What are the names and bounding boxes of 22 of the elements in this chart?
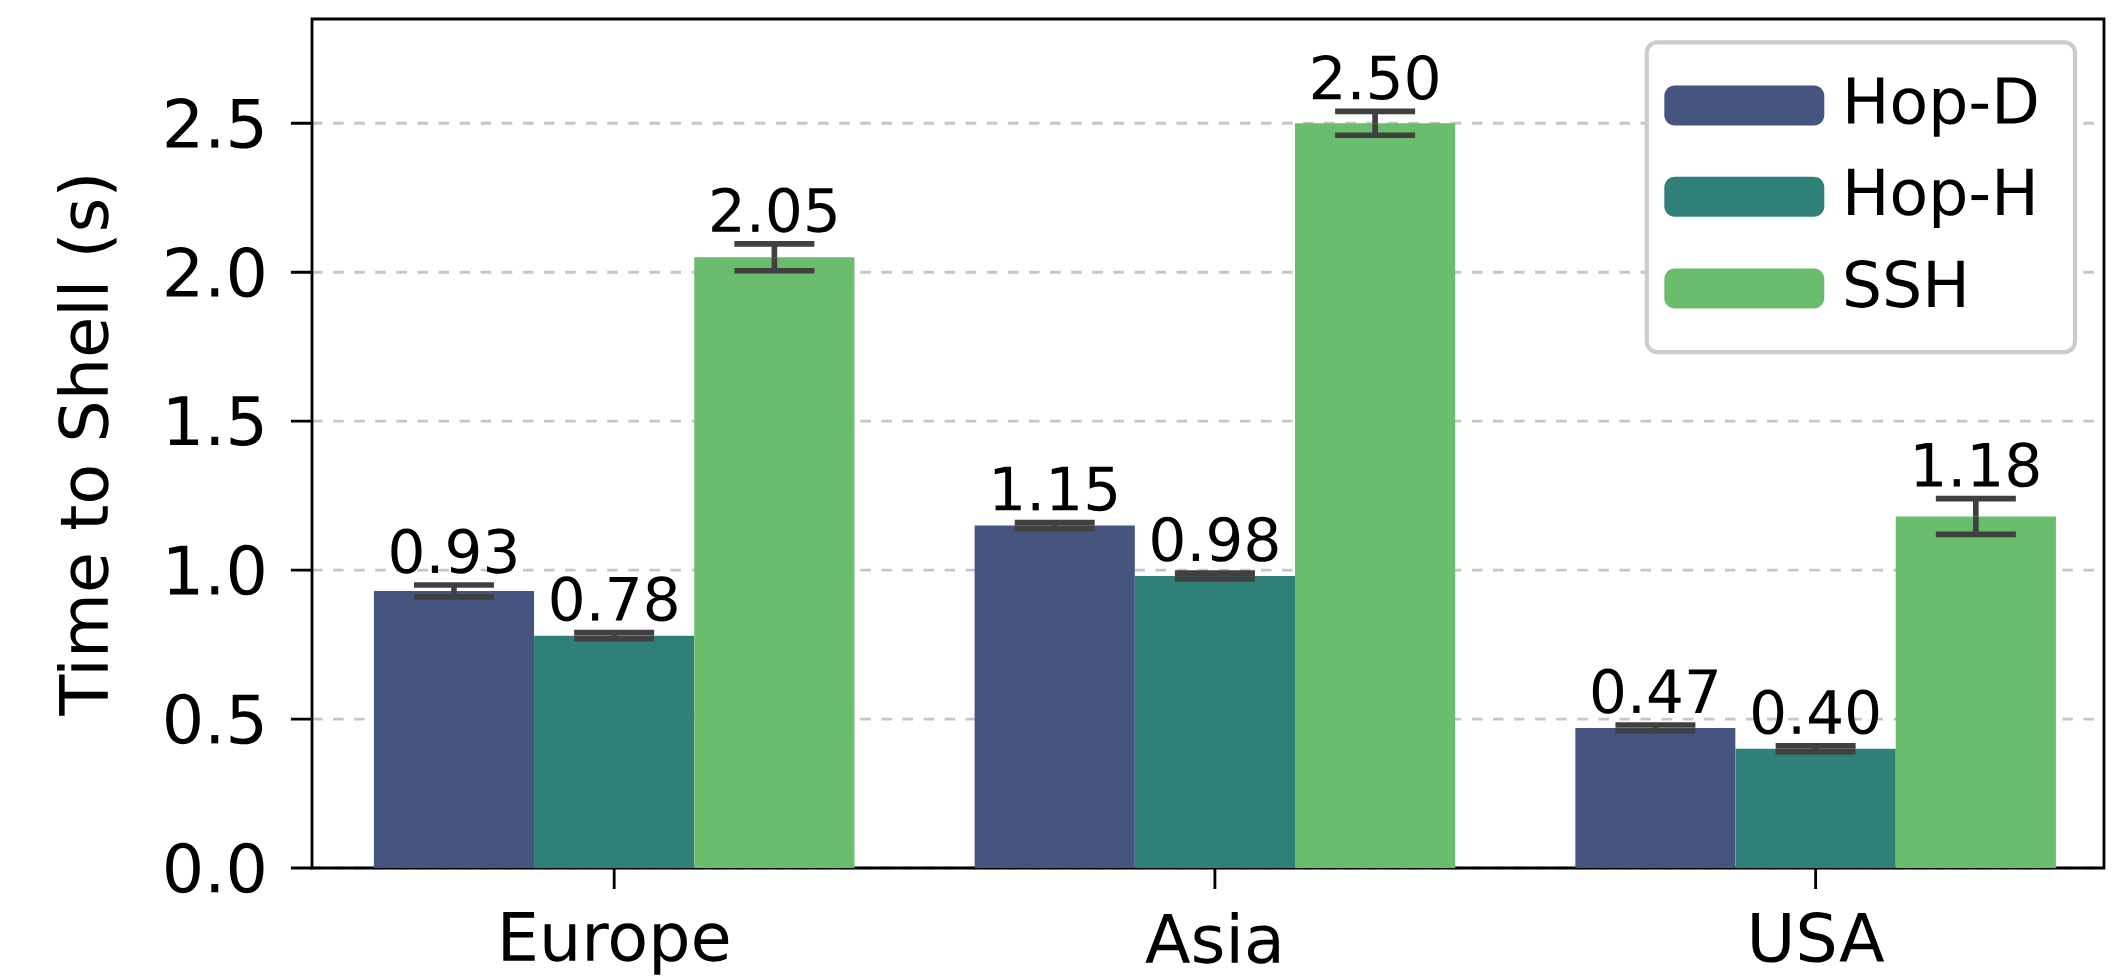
data-label: 0.93 (391, 528, 516, 574)
data-label: 1.18 (1915, 442, 2039, 488)
data-label: 0.40 (1753, 689, 1879, 735)
x-tick-label: Europe (503, 912, 729, 975)
y-tick-label: 0.0 (166, 842, 264, 894)
data-label: 0.98 (1152, 516, 1278, 562)
legend-label: Hop-H (1848, 168, 2033, 229)
y-tick-label: 2.0 (166, 246, 264, 298)
y-tick-label: 0.5 (166, 693, 263, 745)
x-tick-label: Asia (1145, 912, 1279, 964)
legend-label: Hop-D (1848, 77, 2037, 137)
x-tick-label: USA (1752, 912, 1885, 963)
data-label: 1.15 (994, 466, 1116, 512)
y-axis-title: Time to Shell (s) (57, 177, 117, 716)
y-tick-label: 1.0 (169, 544, 264, 596)
y-tick-label: 1.5 (169, 396, 263, 446)
y-tick-label: 2.5 (166, 98, 263, 149)
legend-label: SSH (1846, 260, 1964, 308)
data-label: 2.50 (1312, 54, 1438, 101)
data-label: 2.05 (712, 187, 836, 233)
data-label: 0.47 (1592, 668, 1717, 714)
data-label: 0.78 (551, 576, 677, 622)
